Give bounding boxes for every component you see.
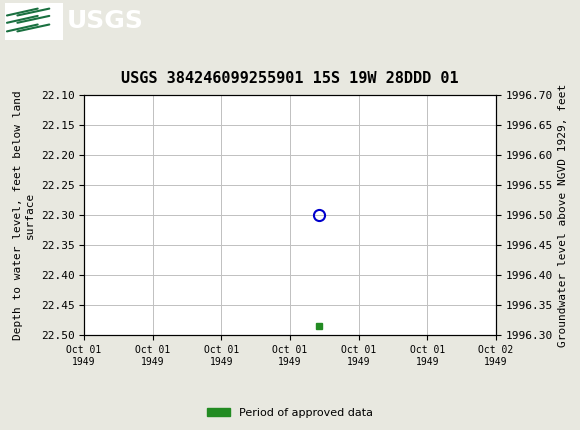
Bar [5,3,63,40]
Legend: Period of approved data: Period of approved data [203,403,377,422]
Text: USGS: USGS [67,9,144,34]
Y-axis label: Depth to water level, feet below land
surface: Depth to water level, feet below land su… [13,90,35,340]
Text: USGS 384246099255901 15S 19W 28DDD 01: USGS 384246099255901 15S 19W 28DDD 01 [121,71,459,86]
Y-axis label: Groundwater level above NGVD 1929, feet: Groundwater level above NGVD 1929, feet [559,83,568,347]
